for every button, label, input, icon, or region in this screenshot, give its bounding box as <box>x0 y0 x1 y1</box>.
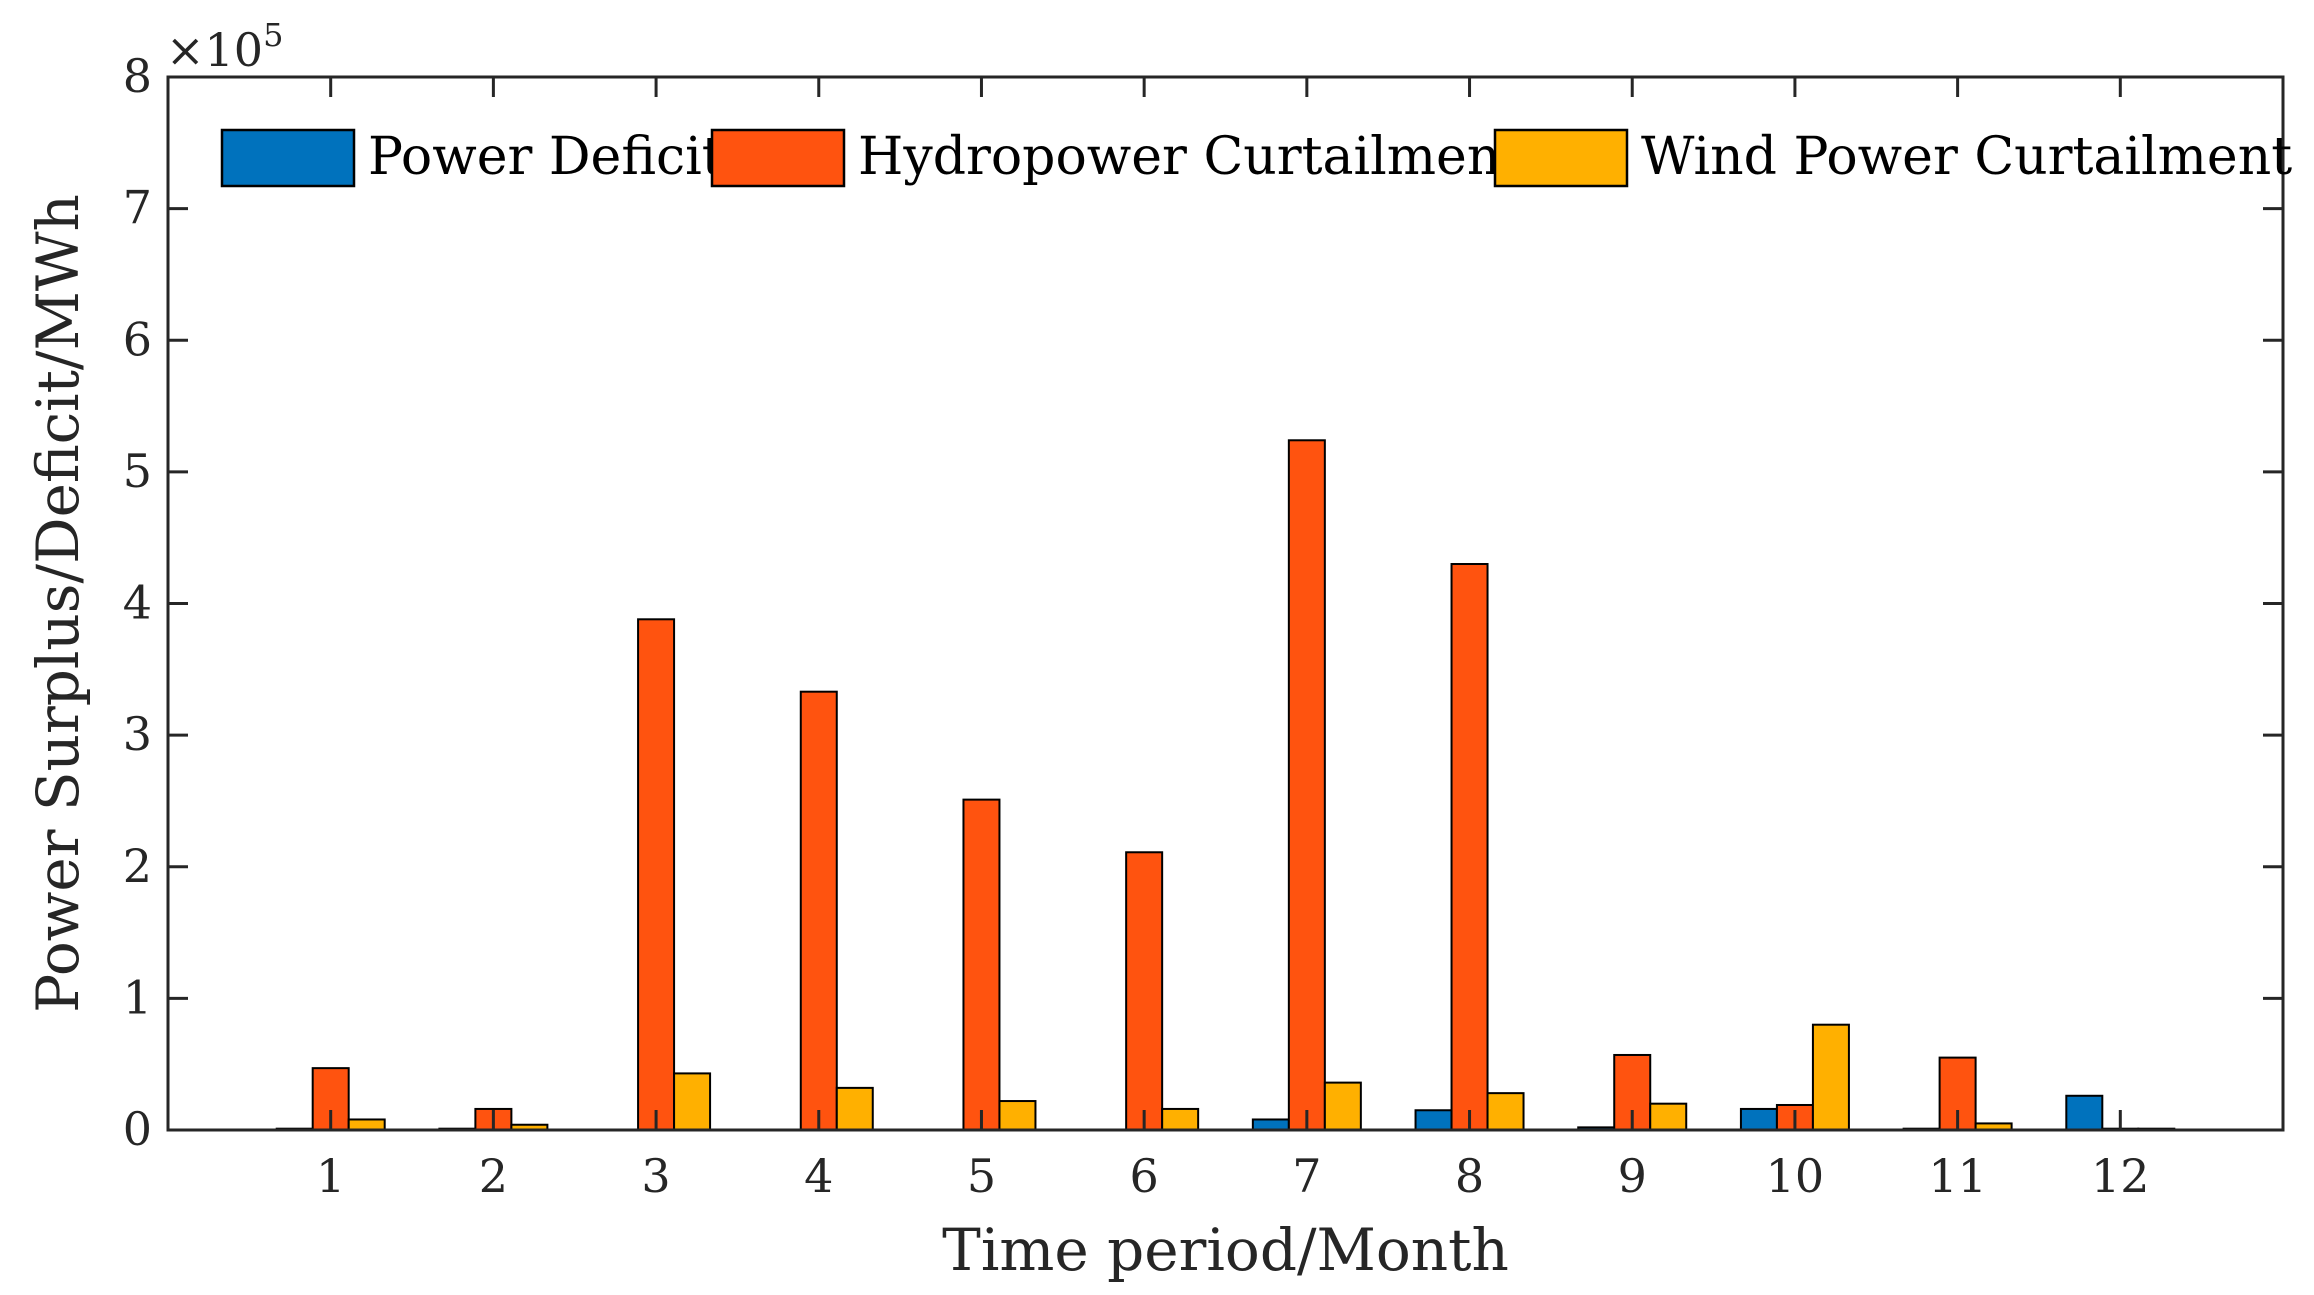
x-tick-label: 1 <box>316 1149 345 1203</box>
y-tick-label: 6 <box>123 312 152 366</box>
x-tick-label: 4 <box>804 1149 833 1203</box>
bar-wind-power-curtailment-6 <box>1161 1107 1200 1131</box>
bar-wind-power-curtailment-1 <box>347 1118 386 1131</box>
ticks-group <box>168 75 2283 1132</box>
bar-hydropower-curtailment-7 <box>1287 439 1326 1132</box>
legend-swatch-hydropower-curtailment <box>710 128 846 188</box>
bars-group <box>275 439 2176 1132</box>
legend-label-wind-power-curtailment: Wind Power Curtailment <box>1641 127 2292 187</box>
y-exponent-power: 5 <box>263 16 283 54</box>
bar-hydropower-curtailment-5 <box>962 798 1001 1132</box>
y-tick-label: 2 <box>123 839 152 893</box>
bar-hydropower-curtailment-3 <box>637 618 676 1131</box>
bar-power-deficit-8 <box>1414 1109 1453 1131</box>
bar-wind-power-curtailment-9 <box>1649 1102 1688 1132</box>
y-tick-label: 4 <box>123 576 152 630</box>
x-tick-label: 10 <box>1766 1149 1825 1203</box>
y-tick-label: 3 <box>123 707 152 761</box>
y-exponent-label: ×105 <box>166 16 283 77</box>
legend-label-hydropower-curtailment: Hydropower Curtailment <box>858 127 1521 187</box>
x-tick-label: 2 <box>479 1149 508 1203</box>
y-exponent-base: ×10 <box>166 23 263 77</box>
x-tick-label: 5 <box>967 1149 996 1203</box>
bar-wind-power-curtailment-3 <box>673 1072 712 1131</box>
y-tick-label: 1 <box>123 970 152 1024</box>
legend-swatch-wind-power-curtailment <box>1493 128 1629 188</box>
x-tick-label: 8 <box>1455 1149 1484 1203</box>
x-tick-label: 9 <box>1618 1149 1647 1203</box>
bar-hydropower-curtailment-6 <box>1125 851 1164 1131</box>
bar-wind-power-curtailment-4 <box>835 1086 874 1132</box>
bar-wind-power-curtailment-5 <box>998 1100 1037 1131</box>
y-tick-label: 8 <box>123 49 152 103</box>
x-tick-label: 6 <box>1130 1149 1159 1203</box>
bar-wind-power-curtailment-7 <box>1323 1081 1362 1131</box>
x-tick-label: 7 <box>1292 1149 1321 1203</box>
legend-swatch-power-deficit <box>220 128 356 188</box>
bar-wind-power-curtailment-10 <box>1811 1023 1850 1131</box>
x-tick-label: 3 <box>641 1149 670 1203</box>
bar-power-deficit-7 <box>1251 1118 1290 1131</box>
bar-hydropower-curtailment-4 <box>799 690 838 1131</box>
bar-power-deficit-12 <box>2065 1094 2104 1131</box>
legend: Power Deficit Hydropower Curtailment Wind … <box>220 127 2292 188</box>
bar-hydropower-curtailment-8 <box>1450 563 1489 1131</box>
x-tick-label: 12 <box>2091 1149 2150 1203</box>
legend-label-power-deficit: Power Deficit <box>368 127 723 187</box>
y-tick-label: 5 <box>123 444 152 498</box>
x-axis-label: Time period/Month <box>942 1216 1509 1284</box>
y-axis-label: Power Surplus/Deficit/MWh <box>24 194 92 1013</box>
y-tick-label: 7 <box>123 181 152 235</box>
y-tick-label: 0 <box>123 1102 152 1156</box>
bar-wind-power-curtailment-8 <box>1486 1092 1525 1132</box>
x-tick-label: 11 <box>1928 1149 1987 1203</box>
bar-power-deficit-10 <box>1739 1107 1778 1131</box>
